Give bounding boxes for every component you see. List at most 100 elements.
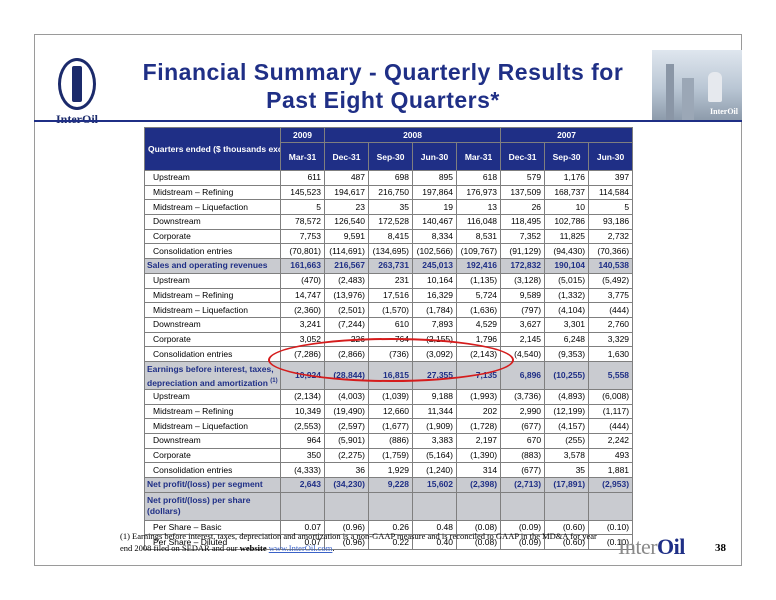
table-cell: 397 bbox=[588, 170, 634, 186]
table-cell: (5,901) bbox=[324, 433, 369, 449]
table-cell: 6,896 bbox=[500, 360, 546, 390]
table-cell: (0.10) bbox=[588, 534, 634, 551]
table-cell: 1,881 bbox=[588, 462, 634, 479]
table-cell: (883) bbox=[500, 447, 546, 464]
table-row: Midstream – Liquefaction (2,360) (2,501) (1… bbox=[144, 302, 634, 318]
table-cell: (2,553) bbox=[280, 418, 325, 434]
table-cell: 263,731 bbox=[368, 258, 413, 274]
header-photo: InterOil bbox=[652, 50, 742, 120]
table-cell: 226 bbox=[324, 331, 369, 348]
quarter-header: Mar-31 bbox=[280, 142, 325, 171]
table-cell: (1,759) bbox=[368, 447, 413, 464]
page-number: 38 bbox=[715, 542, 726, 554]
table-cell: 11,825 bbox=[544, 228, 590, 245]
table-cell: (2,155) bbox=[412, 331, 457, 348]
year-header-row: Quarters ended ($ thousands except per s… bbox=[144, 127, 634, 171]
table-cell: 102,786 bbox=[544, 214, 590, 230]
table-cell: (3,128) bbox=[500, 272, 546, 289]
table-cell: 9,589 bbox=[500, 287, 546, 304]
table-cell: (6,008) bbox=[588, 388, 634, 405]
quarter-header: Sep-30 bbox=[544, 142, 590, 171]
table-cell: (0.08) bbox=[455, 534, 502, 551]
table-cell: 7,753 bbox=[280, 228, 325, 245]
table-cell: 3,052 bbox=[280, 331, 325, 348]
table-cell: 93,186 bbox=[588, 214, 634, 230]
title-line-1: Financial Summary - Quarterly Results fo… bbox=[142, 59, 624, 85]
table-cell: (9,353) bbox=[544, 346, 590, 362]
table-cell: (10,255) bbox=[544, 360, 590, 390]
table-row: Midstream – Liquefaction 5 23 35 19 13 26 10 5 bbox=[144, 199, 634, 216]
table-cell: (70,801) bbox=[280, 243, 325, 260]
table-cell: (2,866) bbox=[324, 346, 369, 362]
table-cell: 764 bbox=[368, 331, 413, 348]
table-row: Downstream 3,241 (7,244) 610 7,893 4,529 3,627… bbox=[144, 316, 634, 333]
table-cell: (17,891) bbox=[544, 477, 590, 493]
table-row: Corporate 3,052 226 764 (2,155) 1,796 2,145 6,2… bbox=[144, 331, 634, 348]
table-cell: (109,767) bbox=[455, 243, 502, 260]
quarter-header: Mar-31 bbox=[455, 142, 502, 171]
table-cell: 114,584 bbox=[588, 184, 634, 201]
row-label: Upstream bbox=[144, 388, 281, 405]
table-cell: 13 bbox=[455, 199, 502, 216]
table-cell: 3,301 bbox=[544, 316, 590, 333]
table-cell: (7,244) bbox=[324, 316, 369, 333]
website-link[interactable]: www.InterOil.com bbox=[268, 543, 333, 553]
table-cell: 140,467 bbox=[412, 214, 457, 230]
table-cell bbox=[455, 491, 502, 521]
table-row: Consolidation entries (70,801) (114,691) (1… bbox=[144, 243, 634, 260]
table-row: Upstream (470) (2,483) 231 10,164 (1,135) (3,1… bbox=[144, 272, 634, 289]
table-cell: (1,728) bbox=[455, 418, 502, 434]
table-cell: (2,597) bbox=[324, 418, 369, 434]
table-cell: (2,501) bbox=[324, 302, 369, 318]
table-cell: 0.07 bbox=[280, 534, 325, 551]
table-cell: 194,617 bbox=[324, 184, 369, 201]
table-cell: 172,832 bbox=[500, 258, 546, 274]
table-cell: (4,333) bbox=[280, 462, 325, 479]
table-cell: (91,129) bbox=[500, 243, 546, 260]
table-row: Net profit/(loss) per segment 2,643 (34,23… bbox=[144, 477, 634, 493]
table-cell: 10,924 bbox=[280, 360, 325, 390]
per-share-header-line1: Net profit/(loss) per share bbox=[147, 495, 251, 506]
table-cell: 1,796 bbox=[455, 331, 502, 348]
table-cell: 670 bbox=[500, 433, 546, 449]
table-cell: 1,176 bbox=[544, 170, 590, 186]
footer-logo-oil: Oil bbox=[657, 534, 685, 559]
table-cell: (1,240) bbox=[412, 462, 457, 479]
ebitda-label: Earnings before interest, taxes, deprecia… bbox=[144, 360, 281, 390]
table-cell: (5,015) bbox=[544, 272, 590, 289]
table-cell: 197,864 bbox=[412, 184, 457, 201]
table-cell: 35 bbox=[368, 199, 413, 216]
quarter-header: Jun-30 bbox=[588, 142, 634, 171]
table-row: Upstream 611 487 698 895 618 579 1,176 397 bbox=[144, 170, 634, 186]
table-cell: 2,145 bbox=[500, 331, 546, 348]
table-cell: 579 bbox=[500, 170, 546, 186]
table-cell: 116,048 bbox=[455, 214, 502, 230]
table-cell: 3,241 bbox=[280, 316, 325, 333]
title-line-2: Past Eight Quarters* bbox=[266, 87, 500, 113]
year-header: 2008 bbox=[323, 127, 502, 143]
table-cell: 4,529 bbox=[455, 316, 502, 333]
table-cell: 27,355 bbox=[412, 360, 457, 390]
table-cell: (7,286) bbox=[280, 346, 325, 362]
year-header: 2009 bbox=[280, 127, 325, 143]
table-cell: 2,732 bbox=[588, 228, 634, 245]
logo-bar-icon bbox=[72, 66, 82, 102]
table-cell: 2,242 bbox=[588, 433, 634, 449]
logo-ring-icon bbox=[58, 58, 96, 110]
row-label: Downstream bbox=[144, 316, 281, 333]
table-cell: (4,893) bbox=[544, 388, 590, 405]
table-cell: 161,663 bbox=[280, 258, 325, 274]
table-row: Midstream – Liquefaction (2,553) (2,597) (1… bbox=[144, 418, 634, 434]
table-cell: 23 bbox=[324, 199, 369, 216]
table-cell: 5 bbox=[280, 199, 325, 216]
table-cell: (2,143) bbox=[455, 346, 502, 362]
table-cell: 5 bbox=[588, 199, 634, 216]
row-label: Downstream bbox=[144, 214, 281, 230]
footnote: (1) Earnings before interest, taxes, dep… bbox=[120, 530, 600, 554]
table-cell bbox=[544, 491, 590, 521]
table-cell: (4,003) bbox=[324, 388, 369, 405]
table-row: Net profit/(loss) per share (dollars) bbox=[144, 491, 634, 521]
table-cell: 3,383 bbox=[412, 433, 457, 449]
table-cell: 16,329 bbox=[412, 287, 457, 304]
logo-text: InterOil bbox=[56, 112, 98, 126]
